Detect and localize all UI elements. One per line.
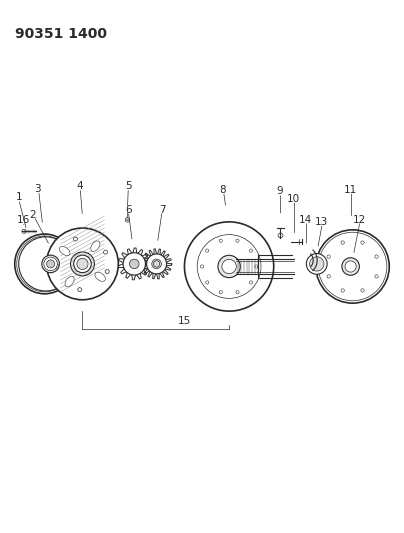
Circle shape xyxy=(222,260,236,273)
Circle shape xyxy=(15,234,74,294)
Circle shape xyxy=(42,255,59,273)
Circle shape xyxy=(74,237,77,241)
Circle shape xyxy=(44,257,57,271)
Circle shape xyxy=(218,255,240,278)
Text: 13: 13 xyxy=(315,217,328,228)
Text: 15: 15 xyxy=(177,316,191,326)
Text: 5: 5 xyxy=(125,181,132,191)
Circle shape xyxy=(77,259,88,270)
Circle shape xyxy=(46,260,55,268)
Circle shape xyxy=(316,230,389,303)
Ellipse shape xyxy=(95,272,105,281)
Text: 7: 7 xyxy=(159,205,166,214)
Circle shape xyxy=(147,254,166,274)
Text: 1: 1 xyxy=(15,191,22,201)
Circle shape xyxy=(46,228,118,300)
Circle shape xyxy=(130,259,139,269)
Circle shape xyxy=(74,255,91,273)
Circle shape xyxy=(309,257,324,271)
Circle shape xyxy=(123,253,145,275)
Ellipse shape xyxy=(59,246,70,256)
Circle shape xyxy=(55,264,59,268)
Text: 90351 1400: 90351 1400 xyxy=(15,27,107,42)
Text: 16: 16 xyxy=(17,215,31,225)
Text: 6: 6 xyxy=(125,205,132,214)
Circle shape xyxy=(78,288,82,292)
Circle shape xyxy=(345,261,356,272)
Text: 4: 4 xyxy=(76,181,82,191)
Circle shape xyxy=(306,254,327,274)
Text: 11: 11 xyxy=(344,185,357,195)
Text: 9: 9 xyxy=(276,187,283,196)
Ellipse shape xyxy=(91,241,100,252)
Circle shape xyxy=(342,258,360,275)
Text: 2: 2 xyxy=(29,209,36,220)
Circle shape xyxy=(103,250,107,254)
Circle shape xyxy=(185,222,274,311)
Circle shape xyxy=(105,270,109,273)
Text: 10: 10 xyxy=(287,194,300,204)
Text: 3: 3 xyxy=(34,184,41,194)
Text: 8: 8 xyxy=(219,185,226,195)
Text: 14: 14 xyxy=(299,215,312,225)
Circle shape xyxy=(152,259,161,269)
Circle shape xyxy=(71,252,95,276)
Text: 12: 12 xyxy=(353,215,366,225)
Ellipse shape xyxy=(65,277,74,287)
